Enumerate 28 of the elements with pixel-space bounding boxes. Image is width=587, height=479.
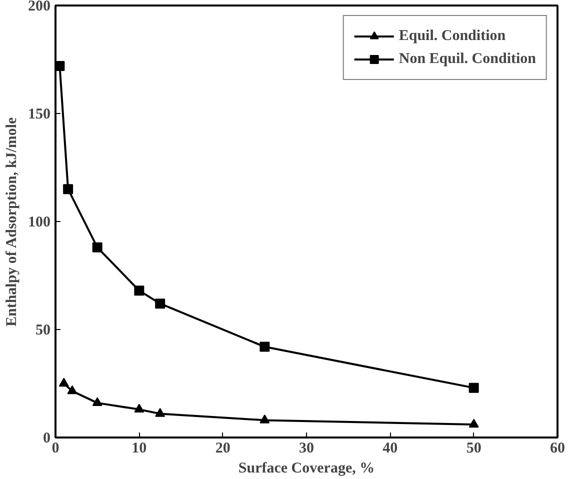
y-tick-label: 50 bbox=[36, 322, 50, 338]
x-tick-label: 20 bbox=[215, 440, 230, 456]
y-tick-label: 200 bbox=[28, 0, 50, 14]
point bbox=[67, 385, 78, 394]
y-axis-title: Enthalpy of Adsorption, kJ/mole bbox=[4, 116, 20, 327]
point bbox=[92, 397, 102, 406]
legend-label: Equil. Condition bbox=[398, 28, 506, 44]
point bbox=[92, 242, 102, 252]
y-tick-label: 100 bbox=[28, 214, 50, 230]
point bbox=[468, 418, 479, 428]
point bbox=[58, 378, 69, 387]
x-tick-label: 30 bbox=[299, 440, 314, 456]
point bbox=[134, 404, 144, 413]
x-tick-label: 50 bbox=[466, 440, 482, 456]
x-tick-label: 10 bbox=[132, 440, 147, 456]
y-tick-label: 0 bbox=[43, 430, 50, 446]
point bbox=[155, 298, 166, 309]
x-axis-title: Surface Coverage, % bbox=[238, 460, 375, 476]
x-tick-label: 60 bbox=[550, 440, 565, 456]
x-tick-label: 40 bbox=[382, 440, 398, 456]
point bbox=[134, 286, 144, 296]
point bbox=[260, 342, 270, 352]
point bbox=[63, 184, 74, 194]
legend-label: Non Equil. Condition bbox=[398, 50, 536, 68]
point bbox=[260, 414, 270, 424]
point bbox=[155, 408, 166, 417]
point bbox=[468, 382, 479, 393]
y-tick-label: 150 bbox=[28, 106, 50, 122]
